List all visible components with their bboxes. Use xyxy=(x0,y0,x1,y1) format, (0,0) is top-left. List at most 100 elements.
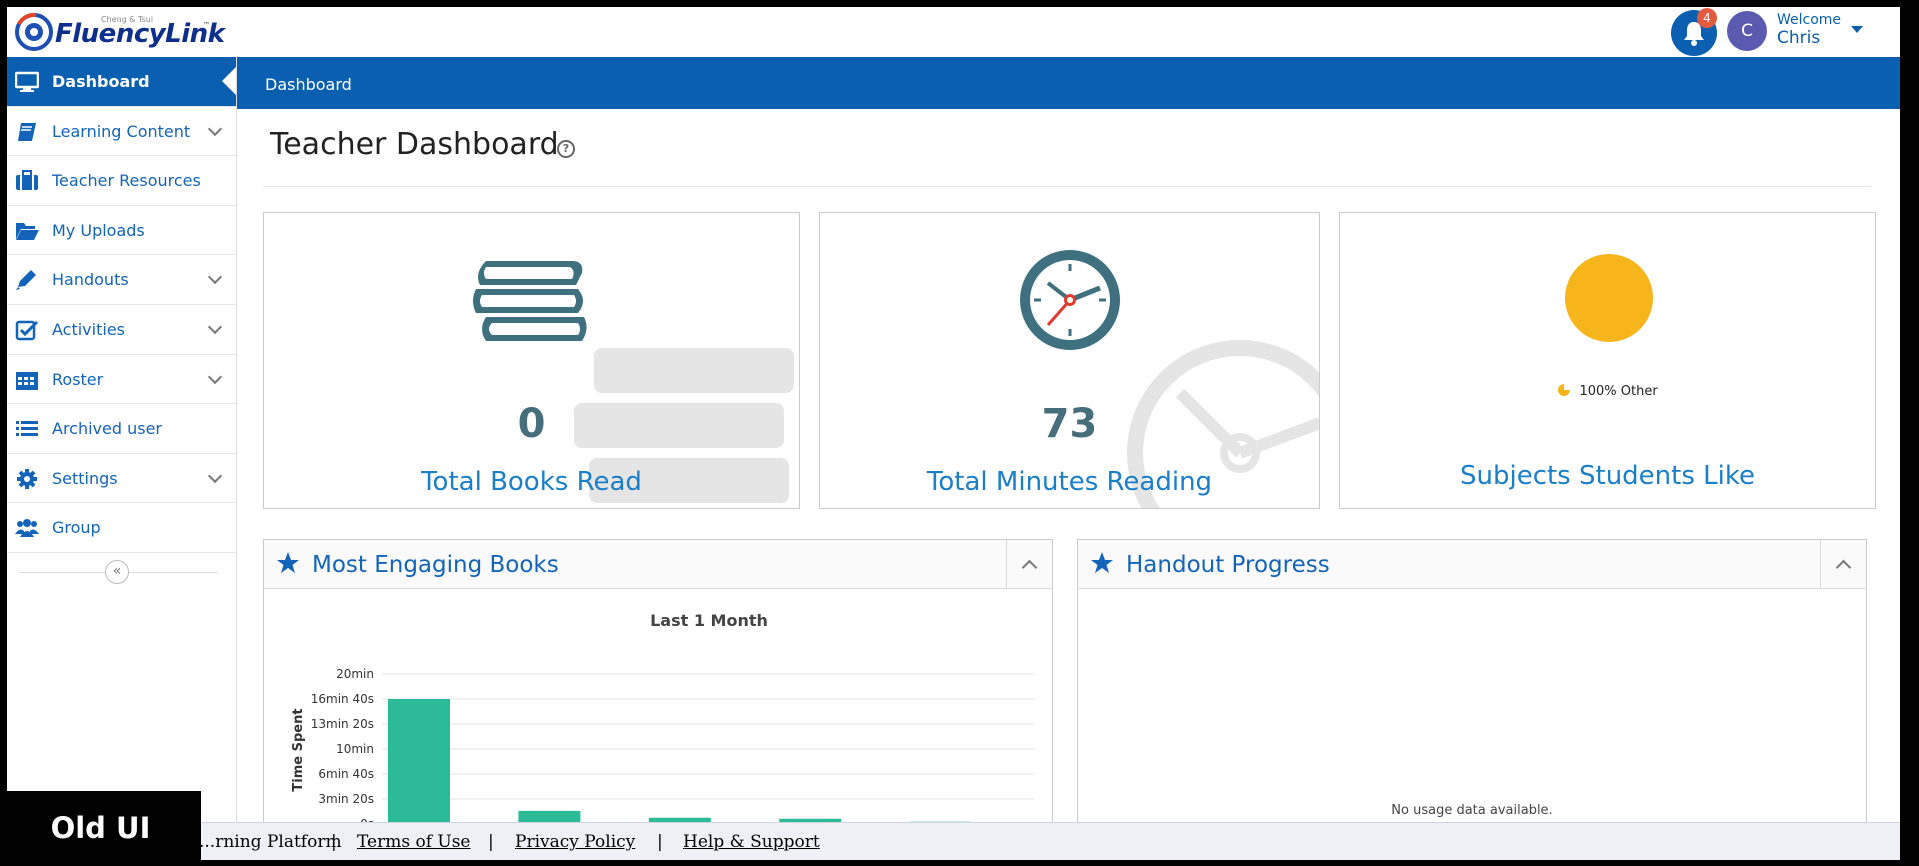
chart-bar xyxy=(648,817,711,824)
sidebar-item-settings[interactable]: Settings xyxy=(7,454,236,504)
subjects-pie-chart[interactable] xyxy=(1564,253,1654,343)
sidebar-item-group[interactable]: Group xyxy=(7,503,236,553)
sidebar-item-archived-user[interactable]: Archived user xyxy=(7,404,236,454)
logo-mark-icon xyxy=(15,12,53,51)
sidebar-item-handouts[interactable]: Handouts xyxy=(7,255,236,305)
avatar[interactable]: C xyxy=(1727,11,1767,51)
top-bar: Cheng & Tsui FluencyLink ™ 4 C Welcome C… xyxy=(7,7,1900,57)
chevron-down-icon[interactable] xyxy=(1851,26,1863,33)
sidebar-item-learning-content[interactable]: Learning Content xyxy=(7,107,236,157)
total-books-card: 0 Total Books Read xyxy=(263,212,800,509)
pie-legend-label: 100% Other xyxy=(1579,384,1658,399)
divider xyxy=(263,186,1871,187)
collapse-panel-button[interactable] xyxy=(1820,540,1866,589)
pie-slice-other[interactable] xyxy=(1565,254,1653,342)
handout-progress-panel: Handout Progress No usage data available… xyxy=(1077,539,1867,829)
sidebar-item-teacher-resources[interactable]: Teacher Resources xyxy=(7,156,236,206)
brand-tm: ™ xyxy=(203,21,210,29)
chart-y-tick-label: 20min xyxy=(336,667,374,681)
sidebar-item-label: Activities xyxy=(52,319,125,339)
chevron-up-icon xyxy=(1835,559,1852,576)
sidebar-item-label: Roster xyxy=(52,369,104,389)
footer: ...rning Platform | Terms of Use | Priva… xyxy=(7,822,1900,860)
total-minutes-value: 73 xyxy=(1041,401,1098,447)
sidebar-item-label: My Uploads xyxy=(52,220,145,240)
gear-icon xyxy=(17,468,37,489)
chevron-up-icon xyxy=(1021,559,1038,576)
chart-bar xyxy=(779,818,842,824)
chevron-down-icon xyxy=(207,468,223,483)
books-watermark-icon xyxy=(574,348,794,503)
sidebar-item-label: Teacher Resources xyxy=(52,171,201,191)
subjects-card: 100% Other Subjects Students Like xyxy=(1339,212,1876,509)
subjects-label[interactable]: Subjects Students Like xyxy=(1459,461,1755,491)
sidebar-item-my-uploads[interactable]: My Uploads xyxy=(7,206,236,256)
brand-sub: Cheng & Tsui xyxy=(101,15,154,24)
welcome-label: Welcome xyxy=(1777,12,1842,28)
collapse-sidebar-button[interactable]: « xyxy=(105,559,129,584)
panel-header: Handout Progress xyxy=(1078,540,1866,589)
chevron-down-icon xyxy=(207,270,223,285)
brand-name: FluencyLink xyxy=(55,19,225,49)
pie-legend: 100% Other xyxy=(1340,383,1875,399)
star-icon xyxy=(1091,552,1113,573)
page-title: Teacher Dashboard xyxy=(270,127,559,162)
total-minutes-card: 73 Total Minutes Reading xyxy=(819,212,1320,509)
sidebar-item-label: Archived user xyxy=(52,419,163,439)
sidebar-item-label: Settings xyxy=(52,468,118,488)
footer-separator: | xyxy=(488,832,494,852)
footer-platform-text: ...rning Platform xyxy=(199,832,342,852)
briefcase-icon xyxy=(16,170,38,191)
chart-y-tick-label: 3min 20s xyxy=(318,792,374,806)
chevron-down-icon xyxy=(207,121,223,136)
sidebar-item-roster[interactable]: Roster xyxy=(7,355,236,405)
privacy-link[interactable]: Privacy Policy xyxy=(515,832,636,852)
help-support-link[interactable]: Help & Support xyxy=(683,832,820,852)
sidebar-item-label: Dashboard xyxy=(52,72,150,91)
chart-y-tick-label: 10min xyxy=(336,742,374,756)
books-icon xyxy=(473,261,587,341)
total-minutes-label[interactable]: Total Minutes Reading xyxy=(926,467,1213,497)
terms-link[interactable]: Terms of Use xyxy=(357,832,471,852)
active-indicator xyxy=(222,67,236,95)
old-ui-label: Old UI xyxy=(0,791,201,866)
bell-icon xyxy=(1684,22,1704,46)
sidebar-item-label: Learning Content xyxy=(52,121,191,141)
empty-state-message: No usage data available. xyxy=(1391,803,1553,818)
chart-bar xyxy=(518,810,581,824)
book-icon xyxy=(18,122,36,141)
help-icon[interactable]: ? xyxy=(557,140,575,158)
sidebar-item-activities[interactable]: Activities xyxy=(7,305,236,355)
brand-logo[interactable]: Cheng & Tsui FluencyLink ™ xyxy=(11,9,225,55)
app-window: Cheng & Tsui FluencyLink ™ 4 C Welcome C… xyxy=(7,7,1900,860)
sidebar-item-dashboard[interactable]: Dashboard xyxy=(7,57,236,107)
total-books-value: 0 xyxy=(517,401,546,447)
collapse-panel-button[interactable] xyxy=(1006,540,1052,589)
monitor-icon xyxy=(15,71,39,92)
total-books-label[interactable]: Total Books Read xyxy=(421,467,642,497)
footer-separator: | xyxy=(331,832,337,852)
checkbox-icon xyxy=(15,320,39,341)
star-icon xyxy=(277,552,299,573)
chart-y-tick-label: 13min 20s xyxy=(311,717,374,731)
panel-title: Most Engaging Books xyxy=(312,552,559,578)
user-menu[interactable]: Welcome Chris xyxy=(1777,11,1841,47)
chart-y-tick-label: 6min 40s xyxy=(318,767,374,781)
panel-header: Most Engaging Books xyxy=(264,540,1052,589)
pencil-icon xyxy=(16,270,36,291)
chart-y-tick-label: 16min 40s xyxy=(311,692,374,706)
breadcrumb-dashboard[interactable]: Dashboard xyxy=(265,75,352,94)
sidebar: Dashboard Learning Content Teacher Resou… xyxy=(7,57,237,860)
pie-legend-icon xyxy=(1558,384,1571,396)
most-engaging-books-panel: Most Engaging Books Last 1 Month Time Spe… xyxy=(263,539,1053,829)
chart-y-axis-label: Time Spent xyxy=(291,708,306,791)
sidebar-item-label: Group xyxy=(52,518,101,538)
clock-icon xyxy=(1020,250,1120,350)
chart-title: Last 1 Month xyxy=(650,611,768,630)
users-icon xyxy=(15,519,39,538)
list-icon xyxy=(16,421,38,437)
folder-open-icon xyxy=(16,222,39,240)
calendar-icon xyxy=(16,371,38,390)
clock-watermark-icon xyxy=(1127,340,1319,508)
chevron-down-icon xyxy=(207,319,223,335)
